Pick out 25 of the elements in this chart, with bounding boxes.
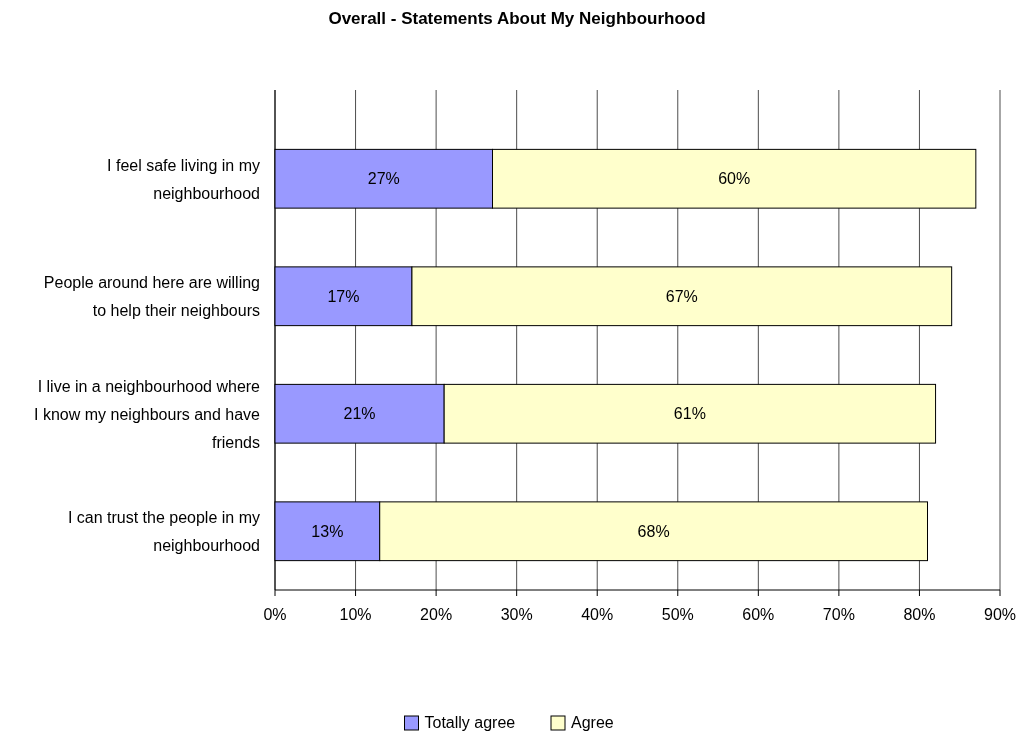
text: 27% <box>367 170 400 188</box>
y-tick-label: People around here are willing to help their neighbours <box>43 273 260 319</box>
legend-label: Agree <box>571 714 614 731</box>
x-tick-label: 40% <box>581 606 614 623</box>
x-tick-label: 80% <box>903 606 936 623</box>
text: 60% <box>718 170 751 188</box>
x-tick-label: 30% <box>500 606 533 623</box>
x-tick-label: 20% <box>420 606 453 623</box>
text: 67% <box>665 287 698 305</box>
y-tick-label: I can trust the people in my neighbourhood <box>67 508 260 554</box>
text: 13% <box>311 522 344 540</box>
x-tick-label: 90% <box>983 606 1017 623</box>
text: 68% <box>637 522 670 540</box>
x-tick-label: 50% <box>661 606 694 623</box>
x-tick-label: 10% <box>339 606 372 623</box>
x-tick-label: 60% <box>742 606 775 623</box>
text: 21% <box>343 405 376 423</box>
text: 61% <box>673 405 706 423</box>
text: 17% <box>327 287 360 305</box>
x-tick-label: 70% <box>822 606 855 623</box>
y-tick-label: I live in a neighbourhood where I know my neighbours and have friends <box>34 377 261 451</box>
y-tick-label: I feel safe living in my neighbourhood <box>107 156 260 202</box>
x-tick-label: 0% <box>263 606 287 623</box>
chart-title: Overall - Statements About My Neighbourhood <box>328 9 706 28</box>
legend-label: Totally agree <box>424 714 516 731</box>
